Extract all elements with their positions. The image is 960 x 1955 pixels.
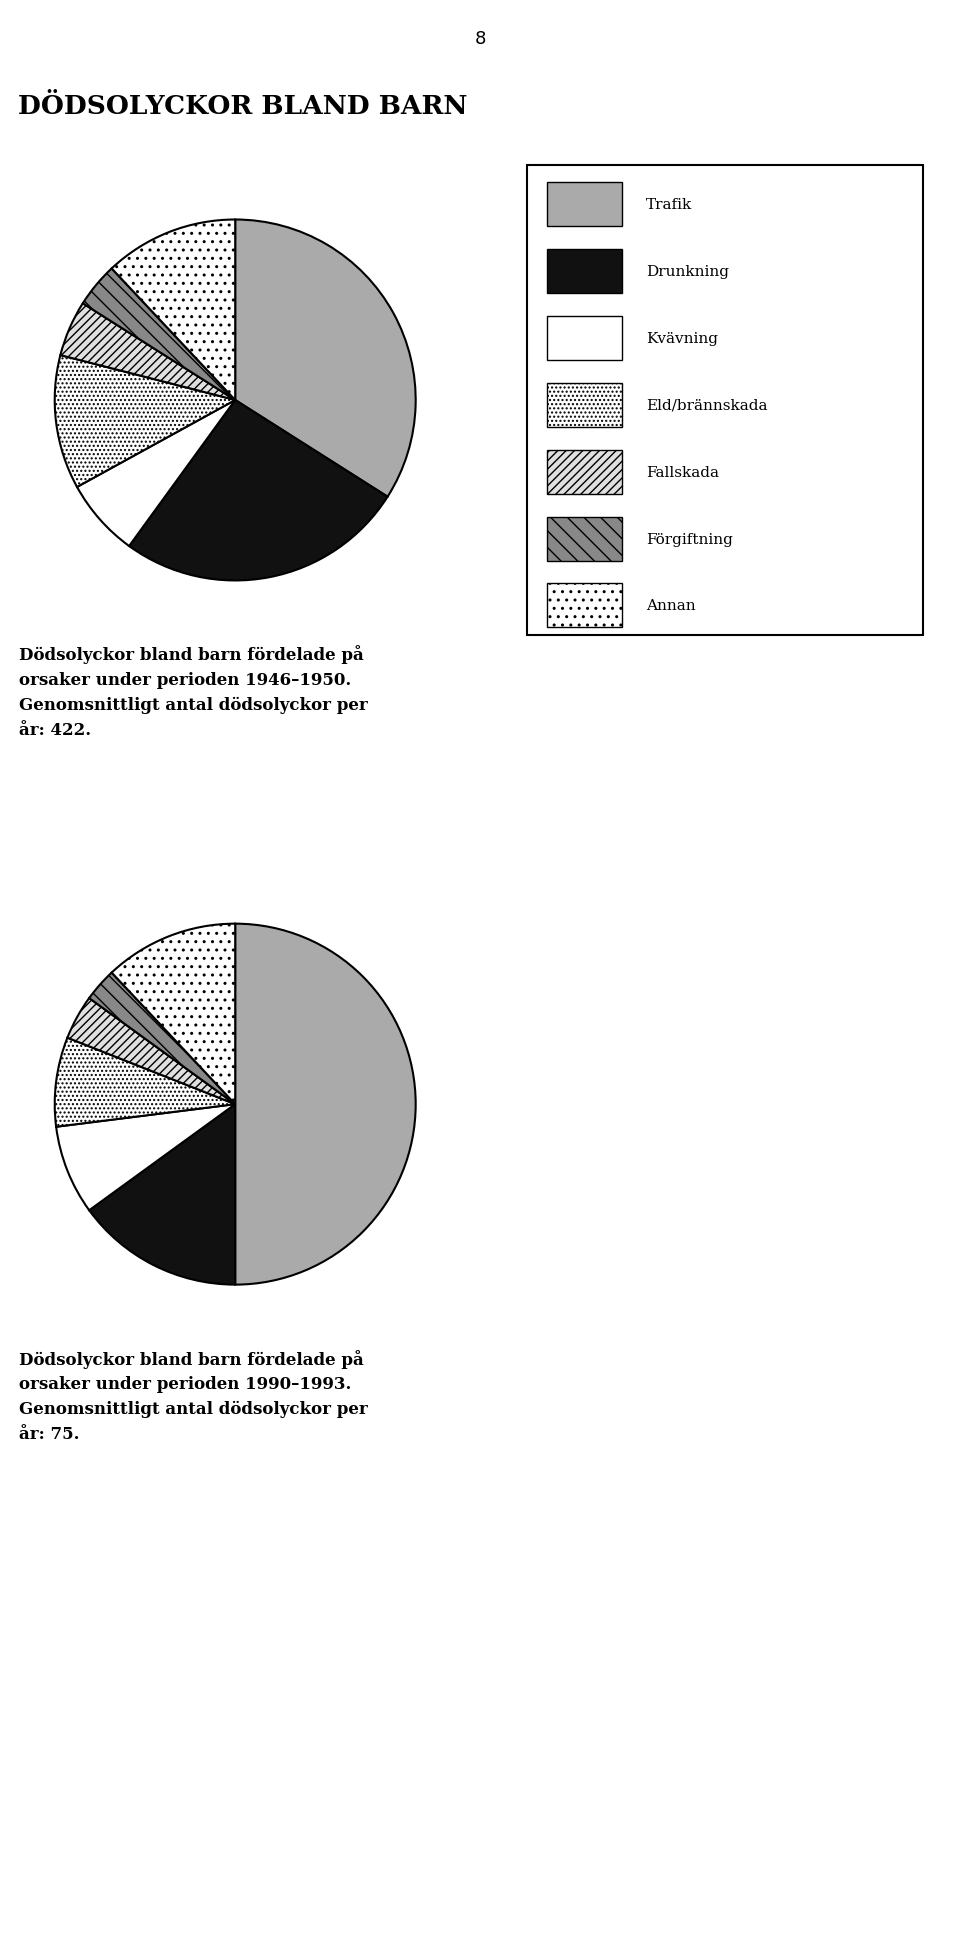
Text: DÖDSOLYCKOR BLAND BARN: DÖDSOLYCKOR BLAND BARN [18, 94, 468, 119]
Wedge shape [60, 305, 235, 401]
Wedge shape [235, 221, 416, 497]
Text: Dödsolyckor bland barn fördelade på
orsaker under perioden 1946–1950.
Genomsnitt: Dödsolyckor bland barn fördelade på orsa… [19, 645, 368, 739]
Wedge shape [89, 974, 235, 1105]
Wedge shape [111, 221, 235, 401]
Bar [547, 518, 622, 561]
Bar [547, 317, 622, 362]
Wedge shape [129, 401, 388, 581]
Text: Förgiftning: Förgiftning [646, 532, 733, 545]
Wedge shape [55, 356, 235, 487]
Wedge shape [56, 1105, 235, 1210]
Wedge shape [83, 270, 235, 401]
Wedge shape [55, 1038, 235, 1128]
Text: Dödsolyckor bland barn fördelade på
orsaker under perioden 1990–1993.
Genomsnitt: Dödsolyckor bland barn fördelade på orsa… [19, 1349, 368, 1443]
Wedge shape [89, 1105, 235, 1284]
Text: 8: 8 [474, 29, 486, 49]
Bar [547, 184, 622, 227]
Text: Eld/brännskada: Eld/brännskada [646, 399, 768, 413]
Text: Trafik: Trafik [646, 197, 692, 213]
Wedge shape [77, 401, 235, 547]
Wedge shape [67, 999, 235, 1105]
Bar [547, 250, 622, 293]
Bar [547, 450, 622, 495]
Text: Annan: Annan [646, 598, 696, 614]
Bar [547, 383, 622, 428]
Text: Drunkning: Drunkning [646, 266, 730, 280]
Text: Fallskada: Fallskada [646, 465, 719, 479]
Wedge shape [111, 925, 235, 1105]
Text: Kvävning: Kvävning [646, 332, 718, 346]
Wedge shape [235, 925, 416, 1284]
Bar [547, 585, 622, 628]
